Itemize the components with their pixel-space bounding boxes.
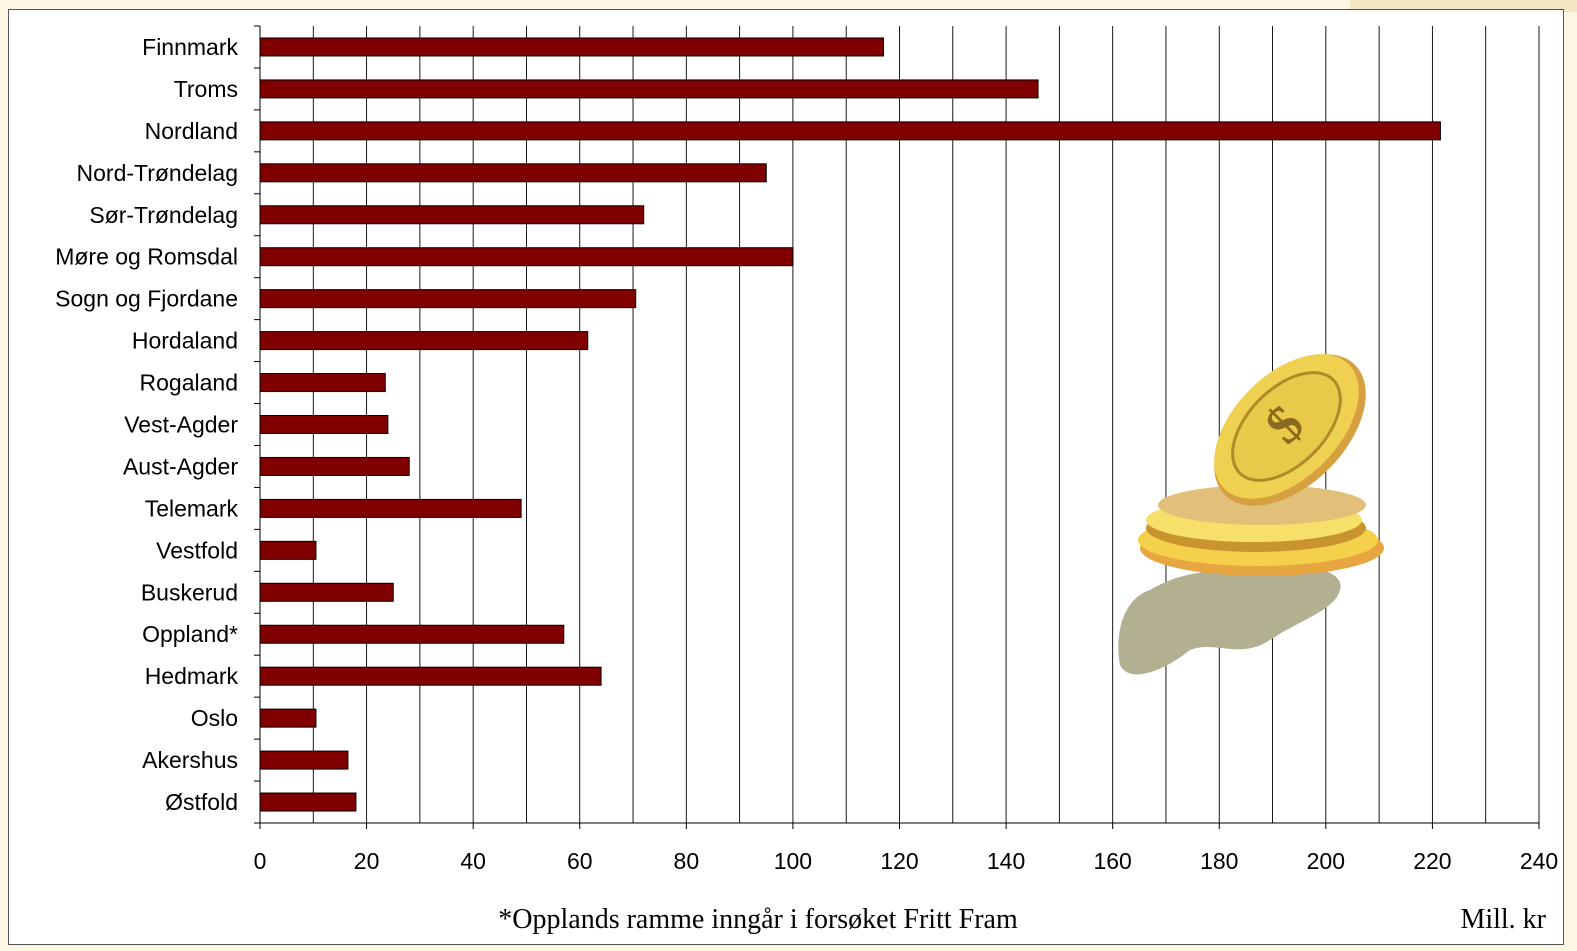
category-label: Møre og Romsdal [55,244,238,270]
bar [259,247,794,267]
bar [259,582,394,602]
category-label: Vest-Agder [124,412,238,438]
x-axis-unit: Mill. kr [1460,904,1546,935]
tick-labels: 0 20 40 60 80 100 120 140 160 180 200 220 240 [254,848,1559,874]
category-label: Buskerud [141,579,238,605]
bar [259,79,1039,99]
gold-coins-dollar-icon: $ [1118,354,1384,675]
x-tick-label: 60 [567,848,593,874]
bar [259,37,885,57]
category-label: Hedmark [145,663,239,689]
x-tick-label: 20 [354,848,380,874]
x-tick-label: 100 [774,848,812,874]
category-label: Akershus [142,747,238,773]
bar [259,750,349,770]
bar [259,624,565,644]
category-label: Rogaland [140,370,238,396]
x-tick-label: 80 [674,848,700,874]
category-label: Sogn og Fjordane [55,286,238,312]
category-label: Oslo [191,705,238,731]
x-tick-label: 160 [1093,848,1131,874]
x-tick-label: 180 [1200,848,1238,874]
category-labels: Finnmark Troms Nordland Nord-Trøndelag Sør-T… [55,34,238,815]
category-label: Sør-Trøndelag [89,202,238,228]
category-label: Nordland [145,118,238,144]
category-label: Vestfold [156,537,238,563]
category-label: Finnmark [142,34,238,60]
x-tick-label: 40 [460,848,486,874]
category-label: Aust-Agder [123,453,238,479]
bar [259,331,589,351]
bar [259,708,317,728]
bar [259,289,637,309]
bar [259,373,386,393]
bar [259,792,357,812]
category-label: Troms [174,76,238,102]
x-tick-label: 120 [880,848,918,874]
bar [259,205,645,225]
category-label: Østfold [165,789,238,815]
x-tick-label: 200 [1307,848,1345,874]
x-tick-label: 220 [1413,848,1451,874]
bar [259,666,602,686]
footnote: *Opplands ramme inngår i forsøket Fritt … [498,904,1018,935]
bar [259,498,522,518]
category-label: Hordaland [132,328,238,354]
x-tick-label: 240 [1520,848,1558,874]
bar [259,163,767,183]
category-label: Nord-Trøndelag [77,160,238,186]
axes [254,25,1540,829]
bar [259,456,410,476]
x-tick-label: 140 [987,848,1025,874]
bar [259,415,389,434]
bar [259,540,317,560]
category-label: Telemark [145,495,239,521]
bar [259,121,1441,141]
category-label: Oppland* [142,621,238,647]
x-tick-label: 0 [254,848,267,874]
